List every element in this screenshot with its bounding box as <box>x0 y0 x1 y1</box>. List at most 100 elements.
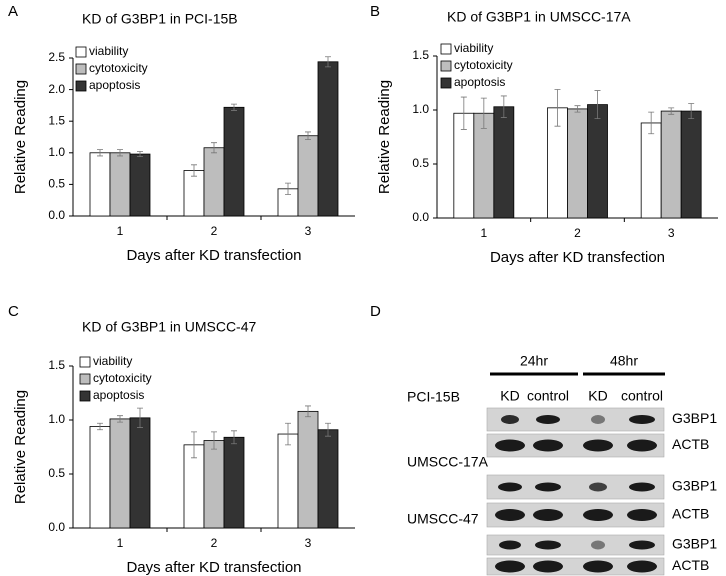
error-bar <box>211 431 217 450</box>
protein-label: G3BP1 <box>672 536 717 552</box>
bar <box>680 110 702 219</box>
error-bar <box>285 182 291 195</box>
bar <box>567 108 588 219</box>
bar <box>129 417 151 529</box>
bar <box>640 122 662 219</box>
x-tick-label: 1 <box>480 226 487 240</box>
chart-title: KD of G3BP1 in UMSCC-17A <box>447 9 631 25</box>
x-tick-label: 2 <box>574 226 581 240</box>
x-axis-title: Days after KD transfection <box>126 559 301 576</box>
y-tick-label: 1.5 <box>412 48 429 62</box>
blot-strip <box>486 407 665 432</box>
bar <box>203 147 225 217</box>
legend-swatch <box>79 356 91 368</box>
lane-label: control <box>621 388 663 404</box>
error-bar <box>688 103 695 120</box>
bar <box>129 153 151 217</box>
y-tick-label: 0.5 <box>48 466 65 480</box>
error-bar <box>325 56 331 68</box>
legend-swatch <box>75 46 87 58</box>
panel-label: A <box>8 3 18 20</box>
error-bar <box>285 422 291 446</box>
blot-band <box>627 560 657 573</box>
blot-band <box>533 560 563 573</box>
y-tick-label: 0.5 <box>48 177 65 191</box>
error-bar <box>305 405 311 418</box>
blot-band <box>629 482 655 492</box>
blot-band <box>535 482 561 492</box>
legend-label: cytotoxicity <box>89 61 148 75</box>
x-tick-label: 2 <box>211 224 218 238</box>
bar <box>109 418 131 529</box>
protein-label: G3BP1 <box>672 410 717 426</box>
blot-band <box>591 415 605 424</box>
error-bar <box>231 430 237 445</box>
blot-band <box>495 560 525 573</box>
blot-band <box>629 540 655 550</box>
panel-label: D <box>370 303 381 320</box>
timepoint-label: 48hr <box>610 353 638 369</box>
error-bar <box>211 142 217 154</box>
error-bar <box>191 431 197 459</box>
bar <box>587 104 608 219</box>
chart-title: KD of G3BP1 in PCI-15B <box>82 11 238 27</box>
blot-band <box>495 509 525 521</box>
bar <box>183 170 205 217</box>
y-tick-label: 2.0 <box>48 82 65 96</box>
x-axis-title: Days after KD transfection <box>490 249 665 266</box>
error-bar <box>500 95 507 118</box>
y-tick-label: 0.5 <box>412 156 429 170</box>
x-tick-label: 3 <box>668 226 675 240</box>
lane-label: KD <box>588 388 607 404</box>
legend-label: apoptosis <box>89 78 140 92</box>
legend-swatch <box>79 390 91 402</box>
blot-band <box>589 482 607 492</box>
blot-band <box>533 439 563 452</box>
error-bar <box>191 164 197 177</box>
y-tick-label: 1.0 <box>48 145 65 159</box>
error-bar <box>97 422 103 431</box>
bar <box>223 106 245 217</box>
blot-band <box>583 509 613 521</box>
error-bar <box>117 149 123 157</box>
legend-swatch <box>440 43 452 55</box>
error-bar <box>668 107 675 115</box>
protein-label: ACTB <box>672 557 709 573</box>
blot-strip <box>486 433 665 458</box>
y-tick-label: 1.5 <box>48 358 65 372</box>
blot-band <box>627 439 657 452</box>
blot-band <box>583 439 613 452</box>
y-axis-title: Relative Reading <box>12 80 29 194</box>
blot-band <box>498 482 522 492</box>
y-tick-label: 2.5 <box>48 50 65 64</box>
legend-label: cytotoxicity <box>454 58 513 72</box>
bar <box>277 433 299 529</box>
legend-swatch <box>79 373 91 385</box>
bar <box>89 426 111 529</box>
cell-line-label: UMSCC-17A <box>407 454 489 470</box>
panel-label: C <box>8 303 19 320</box>
blot-band <box>583 560 613 573</box>
error-bar <box>305 131 311 140</box>
legend-swatch <box>440 60 452 72</box>
error-bar <box>574 105 581 113</box>
legend-swatch <box>75 80 87 92</box>
bar <box>203 440 225 529</box>
blot-band <box>627 509 657 521</box>
panel-label: B <box>370 3 380 20</box>
bar <box>317 61 339 217</box>
x-tick-label: 3 <box>305 536 312 550</box>
blot-band <box>591 540 605 550</box>
x-tick-label: 3 <box>305 224 312 238</box>
y-tick-label: 0.0 <box>48 208 65 222</box>
y-axis-title: Relative Reading <box>376 80 393 194</box>
y-axis-title: Relative Reading <box>12 390 29 504</box>
error-bar <box>554 89 561 127</box>
protein-label: G3BP1 <box>672 478 717 494</box>
x-tick-label: 1 <box>117 224 124 238</box>
timepoint-label: 24hr <box>520 353 548 369</box>
y-tick-label: 1.0 <box>412 102 429 116</box>
blot-strip <box>486 534 665 556</box>
x-tick-label: 1 <box>117 536 124 550</box>
